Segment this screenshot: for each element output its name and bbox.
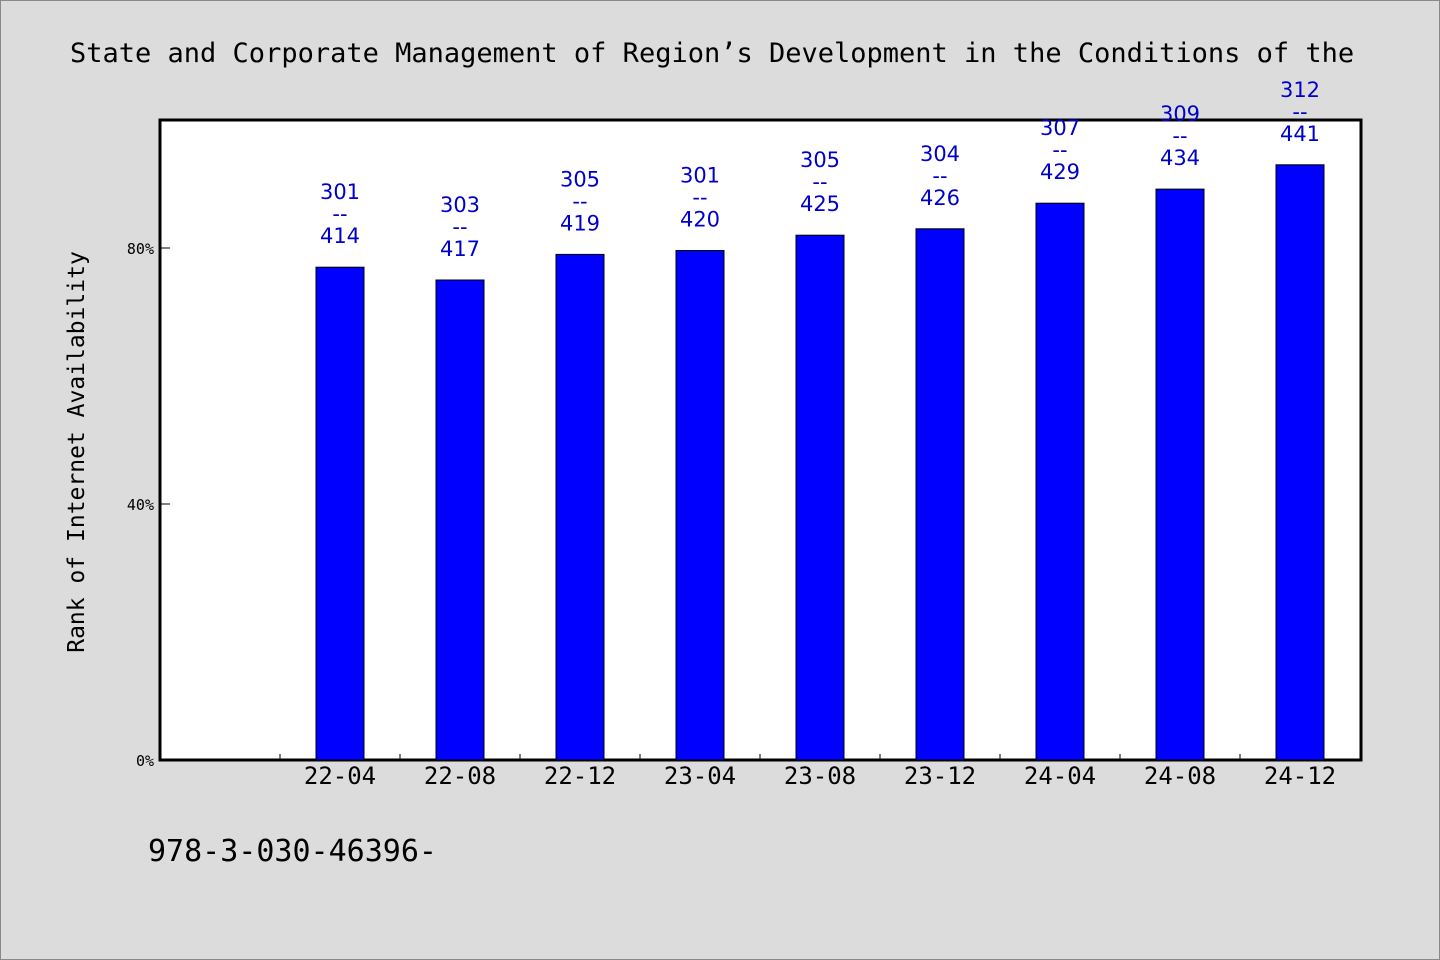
data-label-mid: --: [1292, 100, 1307, 124]
bars: [315, 164, 1325, 761]
bar: [915, 228, 965, 761]
bar: [1035, 202, 1085, 761]
data-label-mid: --: [332, 202, 347, 226]
bar: [1275, 164, 1325, 761]
data-label-mid: --: [932, 164, 947, 188]
data-label-bottom: 434: [1160, 146, 1200, 170]
x-axis: 22-04 22-08 22-12 23-04 23-08 23-12 24-04 24-08…: [279, 754, 1361, 790]
data-label-bottom: 441: [1280, 122, 1320, 146]
data-label-mid: --: [812, 170, 827, 194]
data-label-top: 305: [800, 148, 840, 172]
x-tick-label: 23-12: [904, 762, 976, 790]
data-label-bottom: 419: [560, 211, 600, 235]
data-label-top: 304: [920, 142, 960, 166]
data-label-bottom: 420: [680, 208, 720, 232]
y-tick-label: 0%: [136, 752, 154, 770]
data-label-mid: --: [572, 189, 587, 213]
data-label-top: 312: [1280, 78, 1320, 102]
x-tick-label: 22-08: [424, 762, 496, 790]
y-axis: 0% 40% 80%: [127, 240, 170, 770]
y-tick-label: 80%: [127, 240, 154, 258]
footer-isbn: 978-3-030-46396-: [148, 834, 437, 869]
y-axis-label: Rank of Internet Availability: [64, 251, 90, 653]
bar: [1155, 188, 1205, 761]
x-tick-label: 22-12: [544, 762, 616, 790]
data-label-bottom: 426: [920, 186, 960, 210]
data-label-top: 309: [1160, 102, 1200, 126]
data-label-bottom: 417: [440, 237, 480, 261]
bar: [795, 234, 845, 761]
data-label-top: 301: [320, 180, 360, 204]
data-label-top: 303: [440, 193, 480, 217]
data-label-bottom: 425: [800, 192, 840, 216]
data-label-top: 307: [1040, 116, 1080, 140]
data-label-mid: --: [452, 215, 467, 239]
x-tick-label: 22-04: [304, 762, 376, 790]
bar: [675, 250, 725, 761]
data-label-bottom: 429: [1040, 160, 1080, 184]
bar: [435, 279, 485, 761]
data-label-mid: --: [1052, 138, 1067, 162]
x-tick-label: 23-08: [784, 762, 856, 790]
data-label-mid: --: [692, 186, 707, 210]
data-label-bottom: 414: [320, 224, 360, 248]
bar: [555, 253, 605, 761]
data-label-mid: --: [1172, 124, 1187, 148]
x-tick-label: 24-04: [1024, 762, 1096, 790]
chart-title: State and Corporate Management of Region…: [70, 38, 1355, 69]
x-tick-label: 23-04: [664, 762, 736, 790]
data-labels: 301--414303--417305--419301--420305--425…: [320, 78, 1320, 261]
bar: [315, 266, 365, 761]
data-label-top: 305: [560, 167, 600, 191]
x-tick-label: 24-08: [1144, 762, 1216, 790]
data-label-top: 301: [680, 164, 720, 188]
x-tick-label: 24-12: [1264, 762, 1336, 790]
y-tick-label: 40%: [127, 496, 154, 514]
